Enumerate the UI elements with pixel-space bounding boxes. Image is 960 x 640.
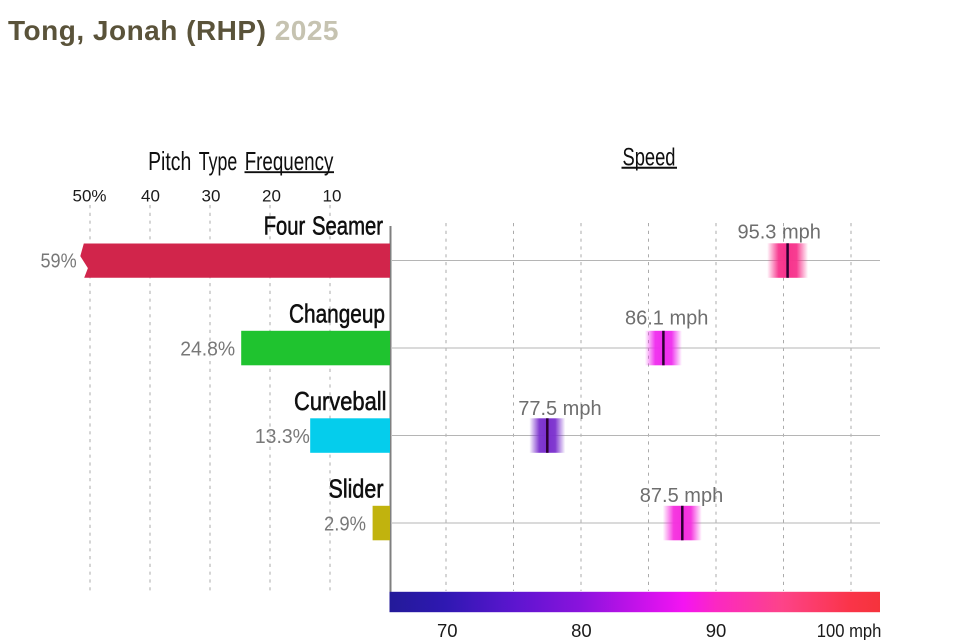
svg-text:59%: 59%: [41, 251, 77, 273]
svg-text:40: 40: [141, 186, 160, 205]
svg-text:Type: Type: [199, 146, 237, 176]
svg-text:Frequency: Frequency: [245, 146, 334, 176]
svg-text:20: 20: [262, 186, 281, 205]
svg-text:2.9%: 2.9%: [324, 513, 366, 535]
svg-text:50%: 50%: [72, 186, 106, 205]
svg-text:86.1 mph: 86.1 mph: [625, 307, 708, 329]
svg-text:87.5 mph: 87.5 mph: [640, 485, 723, 507]
svg-text:90: 90: [706, 620, 727, 640]
svg-text:95.3 mph: 95.3 mph: [738, 221, 821, 243]
svg-text:Tong, Jonah (RHP) 2025: Tong, Jonah (RHP) 2025: [8, 15, 339, 46]
svg-text:77.5 mph: 77.5 mph: [518, 398, 601, 420]
svg-text:24.8%: 24.8%: [180, 338, 235, 360]
svg-text:Pitch: Pitch: [148, 146, 191, 176]
svg-text:13.3%: 13.3%: [255, 426, 310, 448]
svg-text:Changeup: Changeup: [289, 298, 385, 328]
svg-text:Slider: Slider: [329, 473, 384, 503]
svg-text:70: 70: [437, 620, 458, 640]
svg-text:80: 80: [571, 620, 592, 640]
svg-text:100 mph: 100 mph: [817, 620, 882, 640]
svg-text:30: 30: [202, 186, 221, 205]
svg-text:10: 10: [323, 186, 342, 205]
svg-text:Four: Four: [264, 211, 306, 241]
svg-text:Seamer: Seamer: [312, 211, 383, 241]
svg-text:Curveball: Curveball: [294, 386, 387, 416]
